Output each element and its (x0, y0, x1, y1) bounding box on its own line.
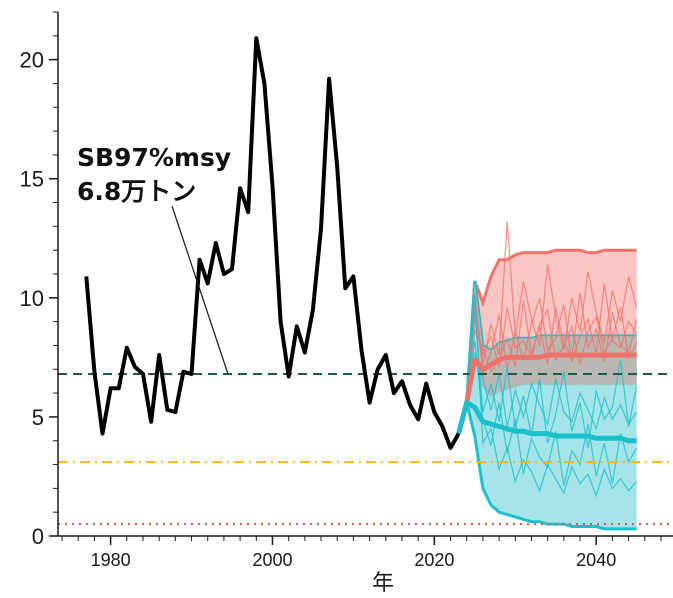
y-tick-label: 15 (20, 167, 44, 192)
projection-mean-lines (456, 352, 637, 444)
x-tick-label: 1980 (91, 550, 131, 570)
historical-line (84, 36, 461, 450)
annotation-line-2: 6.8万トン (77, 177, 196, 206)
projection-band-lower-2 (457, 402, 637, 531)
x-tick-label: 2020 (414, 550, 454, 570)
historical-series (84, 36, 461, 450)
y-tick-label: 10 (20, 286, 44, 311)
y-tick-label: 0 (32, 524, 44, 549)
x-tick-label: 2040 (576, 550, 616, 570)
projection-trace-5 (466, 312, 638, 449)
projection-trace-7 (466, 352, 638, 431)
projection-band-upper-1 (457, 248, 637, 434)
projection-trace-4 (466, 307, 638, 403)
projection-trace-1 (466, 221, 638, 403)
projection-trace-3 (466, 283, 638, 403)
y-tick-label: 20 (20, 48, 44, 73)
x-axis-label: 年 (372, 571, 394, 596)
annotation-line-1: SB97%msy (77, 143, 231, 172)
axes: 0 5 10 15 20 1980 2000 2020 2040 (20, 11, 673, 570)
annotation-pointer (171, 205, 229, 375)
projection-trace-8 (466, 295, 638, 498)
projection-mean-1 (456, 352, 637, 435)
projection-mean-2 (456, 400, 637, 444)
x-tick-label: 2000 (252, 550, 292, 570)
y-tick-label: 5 (32, 405, 44, 430)
